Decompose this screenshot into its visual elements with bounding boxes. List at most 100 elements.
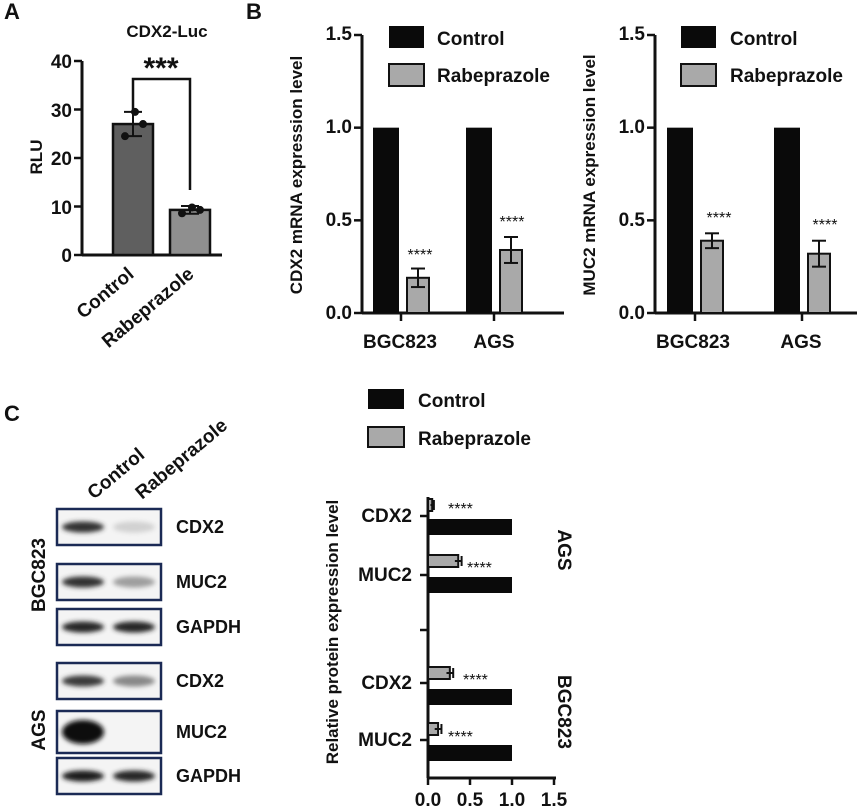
chart-c-cat-ags-muc2: MUC2 bbox=[358, 565, 412, 586]
blot-row-label: MUC2 bbox=[176, 572, 227, 592]
chart-c-significance: **** bbox=[448, 729, 473, 746]
chart-a-yticks: 0 10 20 30 40 bbox=[51, 52, 72, 267]
chart-b1-xtick-bgc823: BGC823 bbox=[363, 332, 437, 353]
blot-band bbox=[62, 621, 104, 633]
chart-b2-significance-bgc823: **** bbox=[707, 210, 732, 227]
chart-c-bar-control bbox=[428, 519, 512, 535]
chart-b2-ytick: 1.5 bbox=[619, 24, 646, 45]
panel-label-b: B bbox=[246, 0, 262, 24]
chart-a-point bbox=[178, 209, 186, 218]
chart-b1-ytick: 1.5 bbox=[326, 24, 353, 45]
chart-c-xtick: 1.0 bbox=[499, 790, 525, 809]
blot-band bbox=[62, 576, 104, 588]
chart-b1-legend-swatch-rabeprazole bbox=[388, 63, 425, 87]
chart-a-ytick: 30 bbox=[51, 101, 72, 122]
chart-b1-bar-control bbox=[466, 127, 492, 314]
chart-c-significance: **** bbox=[463, 672, 488, 689]
chart-a-ytick: 40 bbox=[51, 52, 72, 73]
chart-b-cdx2-mrna: CDX2 mRNA expression level 0.0 0.5 1.0 1… bbox=[287, 24, 564, 353]
chart-c-legend-control: Control bbox=[418, 391, 486, 412]
blot-band bbox=[62, 675, 104, 687]
blot-row-label: MUC2 bbox=[176, 722, 227, 742]
blot-row-label: CDX2 bbox=[176, 671, 224, 691]
chart-c-bar-control bbox=[428, 689, 512, 705]
chart-a-ytick: 10 bbox=[51, 198, 72, 219]
chart-c-significance: **** bbox=[467, 560, 492, 577]
chart-b1-legend-rabeprazole: Rabeprazole bbox=[437, 66, 550, 87]
chart-a-ylabel: RLU bbox=[27, 140, 46, 175]
chart-a-ytick: 0 bbox=[61, 246, 72, 267]
blot-group-ags: AGS bbox=[29, 709, 50, 750]
chart-a-point bbox=[121, 132, 129, 141]
chart-b1-bar-control bbox=[373, 127, 399, 314]
chart-c-group-bgc823: BGC823 bbox=[553, 675, 574, 749]
chart-b2-ytick: 0.5 bbox=[619, 210, 646, 231]
chart-b2-yticks: 0.0 0.5 1.0 1.5 bbox=[619, 24, 646, 324]
chart-a-ytick: 20 bbox=[51, 149, 72, 170]
chart-c-cat-bgc823-muc2: MUC2 bbox=[358, 730, 412, 751]
chart-b2-legend-swatch-control bbox=[681, 26, 716, 48]
chart-c-protein: Control Rabeprazole Relative protein exp… bbox=[323, 389, 574, 809]
chart-c-xtick: 1.5 bbox=[541, 790, 568, 809]
chart-c-bar-control bbox=[428, 745, 512, 761]
chart-b2-bar-control bbox=[774, 127, 800, 314]
chart-c-bar-control bbox=[428, 577, 512, 593]
blot-band bbox=[62, 720, 104, 744]
chart-c-ylabel: Relative protein expression level bbox=[323, 500, 342, 765]
chart-a-significance-bracket bbox=[131, 77, 192, 190]
blot-band bbox=[113, 770, 155, 782]
chart-c-legend-rabeprazole: Rabeprazole bbox=[418, 429, 531, 450]
panel-label-a: A bbox=[4, 0, 20, 24]
chart-c-xtick: 0.5 bbox=[457, 790, 484, 809]
chart-a-point bbox=[196, 205, 204, 214]
chart-c-legend-swatch-control bbox=[368, 389, 404, 409]
chart-b1-yticks: 0.0 0.5 1.0 1.5 bbox=[326, 24, 353, 324]
chart-b2-legend-control: Control bbox=[730, 29, 798, 50]
chart-c-significance: **** bbox=[448, 501, 473, 518]
chart-b2-bar-control bbox=[667, 127, 693, 314]
blot-group-bgc823: BGC823 bbox=[29, 538, 50, 612]
blot-strips: CDX2 MUC2 GAPDH CDX2 MUC2 GAPDH bbox=[55, 507, 241, 796]
chart-b2-xtick-ags: AGS bbox=[780, 332, 821, 353]
chart-a-bar bbox=[168, 208, 212, 257]
chart-a-title: CDX2-Luc bbox=[126, 22, 207, 41]
chart-b2-xtick-bgc823: BGC823 bbox=[656, 332, 730, 353]
chart-b2-legend-rabeprazole: Rabeprazole bbox=[730, 66, 843, 87]
blot-band bbox=[113, 675, 155, 687]
chart-b1-xtick-ags: AGS bbox=[473, 332, 514, 353]
chart-b2-bar-rabeprazole bbox=[700, 239, 724, 314]
chart-b1-ytick: 0.0 bbox=[326, 303, 352, 324]
blot-band bbox=[113, 521, 155, 533]
chart-b1-ylabel: CDX2 mRNA expression level bbox=[287, 56, 306, 294]
chart-c-group-ags: AGS bbox=[553, 529, 574, 570]
chart-a-cdx2-luc: CDX2-Luc RLU 0 10 20 30 40 Control Rabep… bbox=[27, 22, 222, 352]
chart-a-bar bbox=[111, 122, 155, 257]
chart-c-xticks: 0.0 0.5 1.0 1.5 bbox=[415, 790, 568, 809]
chart-b1-legend-swatch-control bbox=[389, 26, 424, 48]
chart-b1-significance-bgc823: **** bbox=[408, 247, 433, 264]
blot-band bbox=[113, 576, 155, 588]
chart-b1-significance-ags: **** bbox=[500, 214, 525, 231]
blot-row-label: GAPDH bbox=[176, 766, 241, 786]
blot-band bbox=[113, 621, 155, 633]
chart-b1-ytick: 1.0 bbox=[326, 117, 352, 138]
chart-b1-legend-control: Control bbox=[437, 29, 505, 50]
western-blot: Control Rabeprazole BGC823 AGS CDX2MUC2G… bbox=[29, 415, 241, 796]
blot-strip bbox=[55, 709, 163, 755]
blot-band bbox=[62, 770, 104, 782]
chart-b-muc2-mrna: MUC2 mRNA expression level 0.0 0.5 1.0 1… bbox=[580, 24, 857, 353]
chart-c-cat-ags-cdx2: CDX2 bbox=[361, 506, 412, 527]
chart-a-point bbox=[188, 203, 196, 212]
chart-c-xtick: 0.0 bbox=[415, 790, 441, 809]
chart-b2-legend-swatch-rabeprazole bbox=[680, 63, 717, 87]
chart-c-cat-bgc823-cdx2: CDX2 bbox=[361, 673, 412, 694]
chart-b2-ytick: 1.0 bbox=[619, 117, 645, 138]
chart-b1-ytick: 0.5 bbox=[326, 210, 353, 231]
panel-label-c: C bbox=[4, 401, 20, 426]
blot-row-label: GAPDH bbox=[176, 617, 241, 637]
chart-b2-ylabel: MUC2 mRNA expression level bbox=[580, 54, 599, 295]
chart-c-legend-swatch-rabeprazole bbox=[367, 426, 405, 448]
blot-band bbox=[62, 521, 104, 533]
chart-b2-significance-ags: **** bbox=[813, 217, 838, 234]
